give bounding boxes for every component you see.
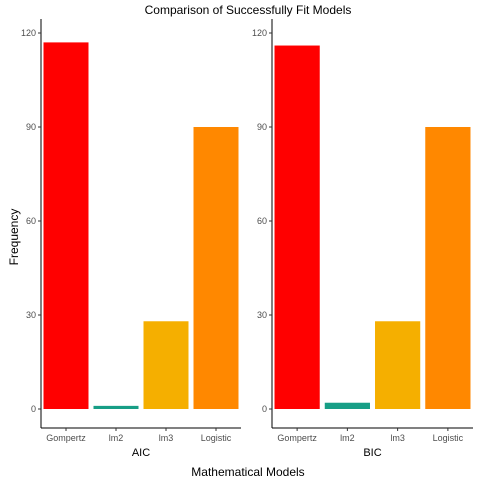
- bar-bic-gompertz: [274, 45, 320, 410]
- panel-label: AIC: [132, 447, 150, 459]
- x-tick-label: lm2: [340, 433, 355, 443]
- bar-aic-logistic: [193, 127, 239, 409]
- x-tick-label: Logistic: [433, 433, 464, 443]
- x-tick-label: Logistic: [201, 433, 232, 443]
- x-axis-title: Mathematical Models: [191, 465, 304, 479]
- x-tick-label: lm3: [390, 433, 405, 443]
- panel-bic: 0 30 60 90 120 Gompertz lm2 lm3 Logistic BIC: [252, 19, 473, 459]
- y-tick-label: 0: [262, 404, 267, 414]
- bar-bic-lm3: [375, 321, 421, 409]
- chart-title: Comparison of Successfully Fit Models: [145, 3, 352, 17]
- y-tick-label: 120: [21, 28, 36, 38]
- bar-bic-logistic: [425, 127, 471, 409]
- x-tick-label: lm2: [109, 433, 124, 443]
- bar-aic-lm3: [143, 321, 189, 409]
- x-tick-label: lm3: [159, 433, 174, 443]
- panel-label: BIC: [363, 447, 381, 459]
- y-tick-label: 60: [26, 216, 36, 226]
- y-tick-label: 30: [26, 310, 36, 320]
- y-tick-label: 0: [31, 404, 36, 414]
- x-tick-label: Gompertz: [46, 433, 86, 443]
- bar-aic-gompertz: [43, 42, 89, 410]
- y-tick-label: 120: [252, 28, 267, 38]
- y-tick-label: 90: [26, 122, 36, 132]
- y-tick-label: 30: [257, 310, 267, 320]
- panel-aic: 0 30 60 90 120 Gompertz lm2 lm3 Logistic AIC: [21, 19, 241, 459]
- y-axis-title: Frequency: [7, 209, 21, 266]
- panels: 0 30 60 90 120 Gompertz lm2 lm3 Logistic AIC 0 30 60…: [21, 19, 473, 459]
- bar-bic-lm2: [324, 402, 370, 409]
- y-tick-label: 90: [257, 122, 267, 132]
- bar-aic-lm2: [93, 405, 139, 409]
- y-tick-label: 60: [257, 216, 267, 226]
- x-tick-label: Gompertz: [277, 433, 317, 443]
